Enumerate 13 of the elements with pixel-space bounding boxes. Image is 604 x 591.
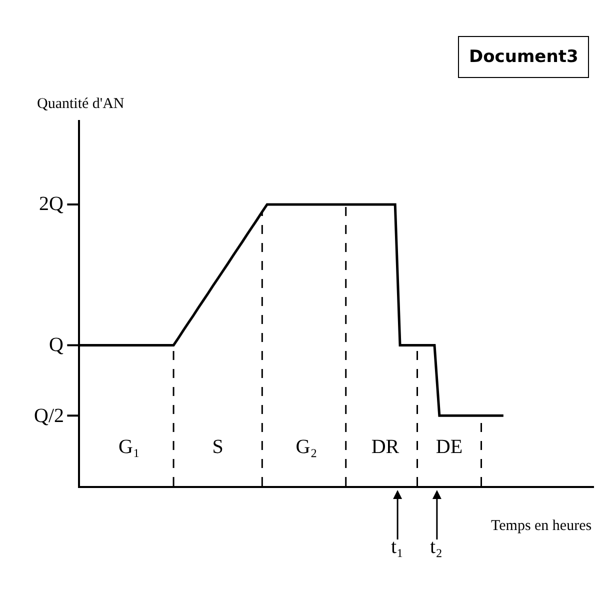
text: Document3 (469, 47, 578, 67)
x-tick-label: G₂ (296, 436, 318, 458)
x-axis-title: Temps en heures (491, 518, 592, 534)
x-tick-label: DE (436, 436, 463, 458)
text: t₁ (391, 536, 404, 558)
text: Q/2 (34, 405, 64, 427)
text: Quantité d'AN (37, 96, 124, 112)
text: 2Q (39, 193, 64, 215)
text: t₂ (430, 536, 443, 558)
x-tick-label: S (212, 436, 224, 458)
x-tick-label: G₁ (118, 436, 140, 458)
text: Q (49, 334, 64, 356)
x-tick-label: DR (371, 436, 400, 458)
